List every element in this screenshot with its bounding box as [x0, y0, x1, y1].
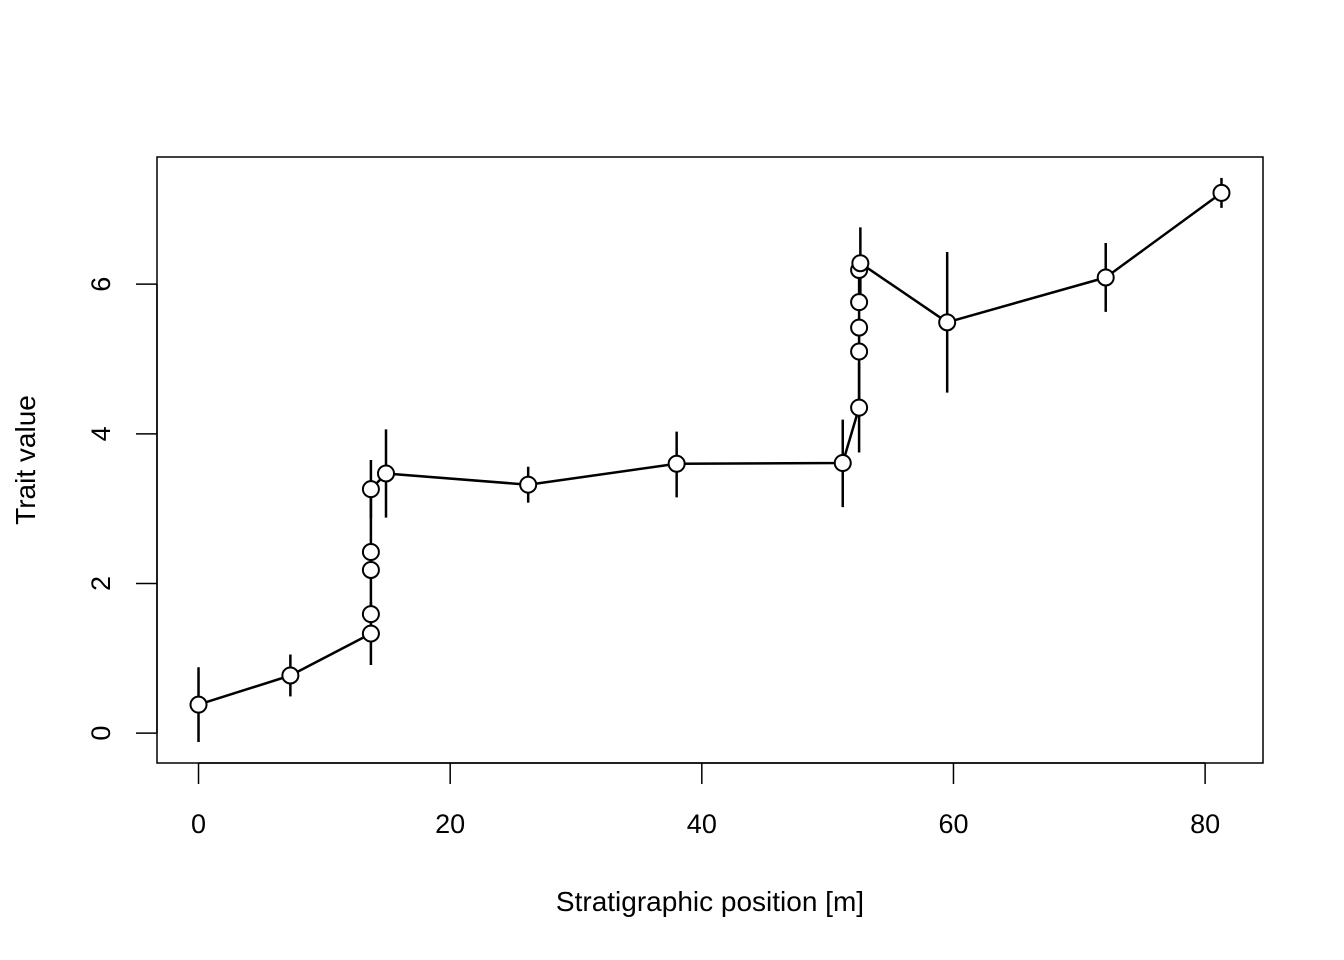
data-point — [850, 398, 869, 417]
data-point — [833, 453, 852, 472]
series-line-group — [198, 191, 1223, 706]
data-point — [850, 293, 869, 312]
x-tick-label: 80 — [1190, 809, 1220, 839]
x-tick-label: 60 — [938, 809, 968, 839]
y-tick-label: 6 — [86, 277, 116, 292]
data-point — [1212, 183, 1231, 202]
data-point — [667, 454, 686, 473]
data-point — [1096, 268, 1115, 287]
y-tick-label: 4 — [86, 426, 116, 441]
x-tick-label: 40 — [687, 809, 717, 839]
data-point — [189, 695, 208, 714]
data-point — [377, 464, 396, 483]
data-point — [850, 342, 869, 361]
data-point — [361, 624, 380, 643]
y-tick-label: 0 — [86, 726, 116, 741]
series-line — [198, 191, 1223, 706]
x-axis: 0 20 40 60 80 — [191, 762, 1220, 839]
y-tick-label: 2 — [86, 576, 116, 591]
data-markers — [189, 183, 1231, 714]
x-axis-title: Stratigraphic position [m] — [556, 886, 864, 917]
data-point — [281, 666, 300, 685]
plot-frame — [156, 156, 1264, 764]
data-point — [361, 560, 380, 579]
y-axis: 0 2 4 6 — [86, 277, 158, 741]
data-point — [361, 605, 380, 624]
x-tick-label: 20 — [435, 809, 465, 839]
data-point — [850, 318, 869, 337]
data-point — [519, 475, 538, 494]
x-tick-label: 0 — [191, 809, 206, 839]
data-point — [361, 480, 380, 499]
error-bars — [197, 177, 1223, 743]
y-axis-title: Trait value — [10, 395, 41, 525]
data-point — [938, 313, 957, 332]
data-point — [851, 254, 870, 273]
data-point — [361, 543, 380, 562]
